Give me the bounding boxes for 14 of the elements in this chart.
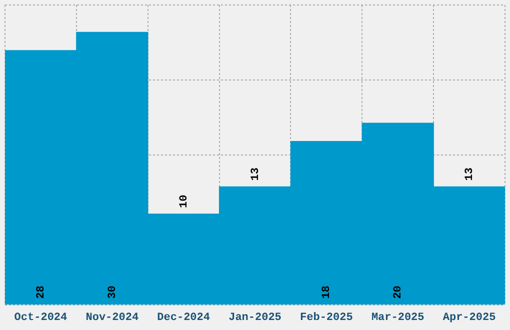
x-tick-label: Oct-2024 (14, 312, 68, 324)
x-tick-label: Apr-2025 (442, 312, 496, 324)
data-label: 28 (35, 285, 48, 299)
x-tick-label: Nov-2024 (86, 312, 139, 324)
data-label: 13 (464, 167, 476, 181)
data-label: 18 (321, 285, 334, 299)
x-tick-label: Dec-2024 (157, 312, 210, 324)
x-tick-label: Feb-2025 (300, 312, 354, 324)
data-label: 20 (392, 286, 405, 299)
data-label: 10 (178, 194, 190, 208)
data-label: 13 (250, 167, 262, 181)
data-label: 30 (106, 286, 119, 299)
x-tick-label: Jan-2025 (228, 312, 282, 324)
x-tick-label: Mar-2025 (371, 312, 425, 324)
